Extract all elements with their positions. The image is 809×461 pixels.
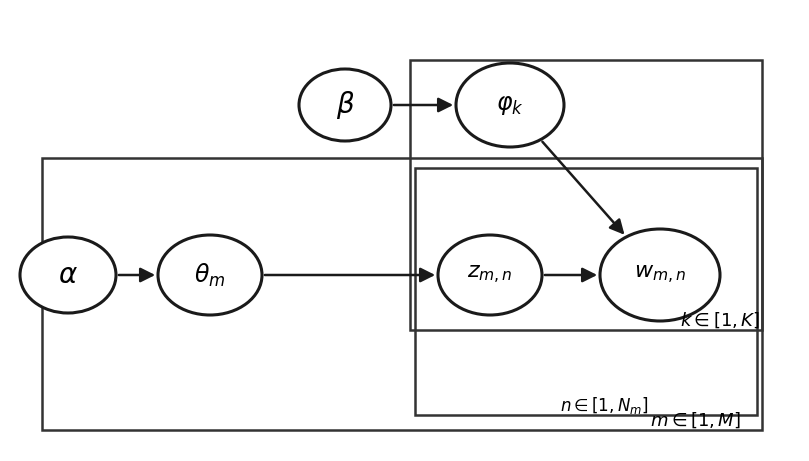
Ellipse shape bbox=[20, 237, 116, 313]
Bar bbox=[410, 60, 762, 330]
Bar bbox=[415, 168, 757, 415]
Ellipse shape bbox=[158, 235, 262, 315]
Text: $w_{m,n}$: $w_{m,n}$ bbox=[634, 264, 686, 286]
Ellipse shape bbox=[456, 63, 564, 147]
Ellipse shape bbox=[600, 229, 720, 321]
Text: $z_{m,n}$: $z_{m,n}$ bbox=[467, 264, 513, 286]
Text: $\alpha$: $\alpha$ bbox=[58, 261, 78, 289]
Bar bbox=[42, 158, 762, 430]
Text: $m\in[1,M]$: $m\in[1,M]$ bbox=[650, 410, 741, 430]
Text: $n\in[1,N_m]$: $n\in[1,N_m]$ bbox=[560, 395, 649, 416]
Text: $\varphi_k$: $\varphi_k$ bbox=[496, 93, 524, 117]
Text: $\theta_m$: $\theta_m$ bbox=[194, 261, 226, 289]
Text: $k\in[1,K]$: $k\in[1,K]$ bbox=[680, 310, 760, 330]
Text: $\beta$: $\beta$ bbox=[336, 89, 354, 121]
Ellipse shape bbox=[438, 235, 542, 315]
Ellipse shape bbox=[299, 69, 391, 141]
